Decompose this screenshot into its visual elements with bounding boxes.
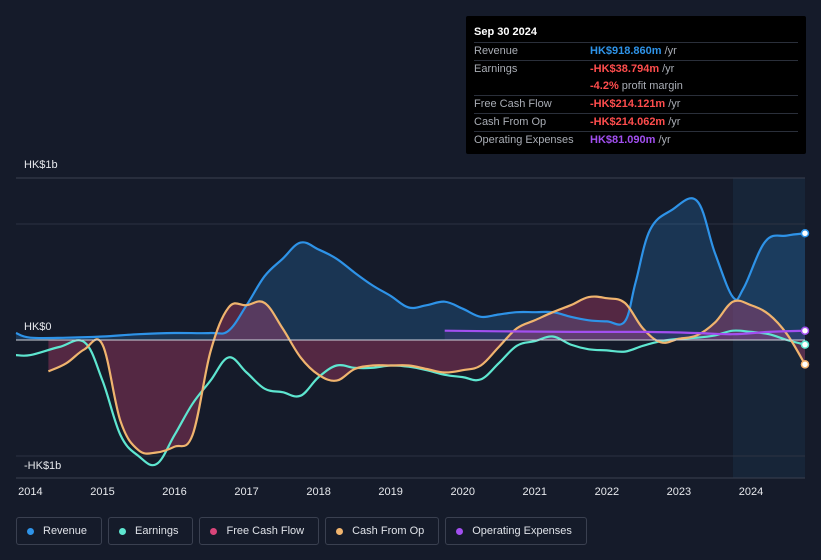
legend-dot-icon	[336, 527, 344, 535]
series-areas	[16, 198, 805, 454]
cash-from-op-line	[47, 295, 806, 455]
legend-item-cash-from-op[interactable]: Cash From Op	[325, 517, 440, 545]
tooltip-row: Operating Expenses HK$81.090m/yr	[474, 131, 798, 149]
legend-dot-icon	[119, 527, 127, 535]
tooltip-row-unit: /yr	[662, 63, 675, 75]
tooltip-date: Sep 30 2024	[474, 26, 537, 38]
series-endpoints	[800, 229, 810, 369]
tooltip-row-label: Revenue	[474, 45, 519, 57]
y-axis-zero-label: HK$0	[24, 321, 52, 333]
data-tooltip: Sep 30 2024 Revenue HK$918.860m/yr Earning…	[466, 16, 806, 154]
tooltip-row-label	[474, 78, 590, 95]
tooltip-row-unit: /yr	[658, 134, 671, 146]
y-axis-bottom-label: -HK$1b	[24, 460, 62, 472]
chart-legend: Revenue Earnings Free Cash Flow Cash From O…	[16, 517, 593, 547]
legend-item-operating-expenses[interactable]: Operating Expenses	[445, 517, 587, 545]
legend-item-free-cash-flow[interactable]: Free Cash Flow	[199, 517, 320, 545]
operating-expenses-end-point	[800, 326, 810, 335]
cash-from-op-end-point	[800, 360, 810, 369]
tooltip-row-label: Earnings	[474, 63, 518, 75]
tooltip-row-unit: profit margin	[621, 80, 683, 92]
operating-expenses-line	[444, 329, 806, 336]
tooltip-row-value: -HK$214.062m	[590, 116, 666, 128]
tooltip-row-value: -HK$38.794m	[590, 63, 660, 75]
x-tick-label: 2019	[378, 486, 403, 498]
tooltip-row: -4.2% profit margin	[474, 78, 798, 95]
tooltip-row-label: Operating Expenses	[474, 134, 574, 146]
x-tick-label: 2014	[18, 486, 43, 498]
x-tick-label: 2024	[738, 486, 764, 498]
legend-dot-icon	[456, 527, 464, 535]
legend-label: Free Cash Flow	[226, 525, 305, 537]
revenue-line	[15, 197, 806, 340]
tooltip-row: Revenue HK$918.860m/yr	[474, 42, 798, 60]
tooltip-row: Cash From Op -HK$214.062m/yr	[474, 113, 798, 131]
tooltip-row-unit: /yr	[668, 116, 681, 128]
tooltip-row-label: Free Cash Flow	[474, 98, 552, 110]
series-lines	[15, 197, 806, 467]
legend-item-earnings[interactable]: Earnings	[108, 517, 194, 545]
x-tick-label: 2018	[306, 486, 331, 498]
tooltip-row-value: -HK$214.121m	[590, 98, 666, 110]
legend-label: Earnings	[135, 525, 179, 537]
tooltip-row-value: -4.2%	[590, 80, 619, 92]
legend-label: Operating Expenses	[472, 525, 572, 537]
x-tick-label: 2021	[522, 486, 548, 498]
y-axis-top-label: HK$1b	[24, 159, 58, 171]
legend-label: Revenue	[43, 525, 88, 537]
tooltip-row: Free Cash Flow -HK$214.121m/yr	[474, 95, 798, 113]
tooltip-row-label: Cash From Op	[474, 116, 547, 128]
tooltip-row-unit: /yr	[668, 98, 681, 110]
x-tick-label: 2016	[162, 486, 187, 498]
operating-expenses-area	[444, 330, 805, 340]
earnings-end-point	[800, 340, 810, 349]
forecast-shade	[732, 178, 805, 478]
x-tick-label: 2017	[234, 486, 259, 498]
legend-item-revenue[interactable]: Revenue	[16, 517, 103, 545]
x-tick-label: 2023	[666, 486, 692, 498]
tooltip-row-unit: /yr	[664, 45, 677, 57]
legend-label: Cash From Op	[352, 525, 425, 537]
legend-dot-icon	[210, 527, 218, 535]
free-cash-flow-area	[48, 296, 805, 454]
revenue-area	[16, 198, 805, 340]
tooltip-row-value: HK$918.860m	[590, 45, 662, 57]
legend-dot-icon	[27, 527, 34, 535]
tooltip-row-value: HK$81.090m	[590, 134, 656, 146]
x-tick-label: 2020	[450, 486, 475, 498]
x-tick-label: 2022	[594, 486, 620, 498]
revenue-end-point	[800, 229, 810, 238]
grid-lines	[16, 177, 805, 479]
tooltip-row: Earnings -HK$38.794m/yr	[474, 60, 798, 78]
x-tick-label: 2015	[90, 486, 115, 498]
